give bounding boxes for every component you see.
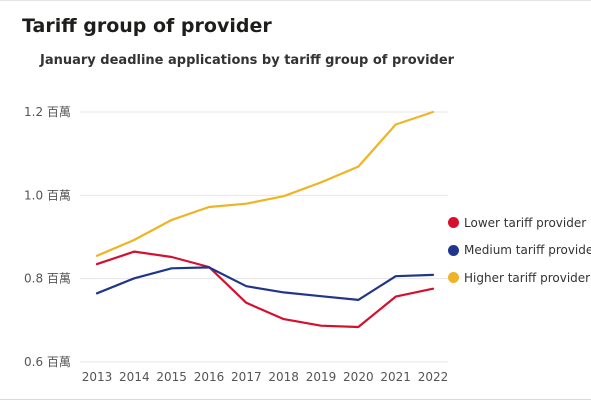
y-tick-label: 0.8 百萬: [24, 272, 71, 286]
y-tick-label: 1.2 百萬: [24, 105, 71, 119]
x-tick-label: 2014: [119, 370, 150, 384]
legend: Lower tariff provider Medium tariff provi…: [448, 209, 591, 292]
x-tick-label: 2013: [82, 370, 113, 384]
panel-title: Tariff group of provider: [22, 15, 272, 37]
legend-marker: [448, 272, 459, 284]
x-tick-label: 2019: [306, 370, 337, 384]
legend-marker: [448, 244, 459, 256]
y-tick-label: 1.0 百萬: [24, 188, 71, 202]
legend-label: Lower tariff provider: [464, 215, 587, 230]
series-line-medium-tariff-provider[interactable]: [95, 266, 435, 301]
legend-item[interactable]: Higher tariff provider: [448, 264, 591, 292]
legend-marker: [448, 217, 459, 229]
grid-lines: [80, 111, 448, 363]
y-tick-label: 0.6 百萬: [24, 355, 71, 369]
legend-label: Medium tariff provider: [464, 243, 591, 258]
bottom-divider: [0, 399, 591, 400]
x-tick-label: 2015: [156, 370, 187, 384]
x-tick-label: 2018: [268, 370, 299, 384]
series-line-lower-tariff-provider[interactable]: [95, 250, 435, 329]
x-tick-label: 2017: [231, 370, 262, 384]
legend-item[interactable]: Lower tariff provider: [448, 209, 591, 237]
series-lines: [95, 110, 435, 329]
x-tick-label: 2021: [380, 370, 411, 384]
x-tick-label: 2020: [343, 370, 374, 384]
legend-item[interactable]: Medium tariff provider: [448, 237, 591, 265]
x-axis-ticks: 2013 2014 2015 2016 2017 2018 2019 2020 2021 2022: [82, 370, 449, 384]
series-line-higher-tariff-provider[interactable]: [95, 110, 435, 257]
chart-title: January deadline applications by tariff …: [40, 53, 455, 68]
x-tick-label: 2016: [194, 370, 225, 384]
legend-label: Higher tariff provider: [464, 270, 591, 285]
x-tick-label: 2022: [418, 370, 449, 384]
y-axis-ticks: 0.6 百萬 0.8 百萬 1.0 百萬 1.2 百萬: [24, 105, 71, 369]
